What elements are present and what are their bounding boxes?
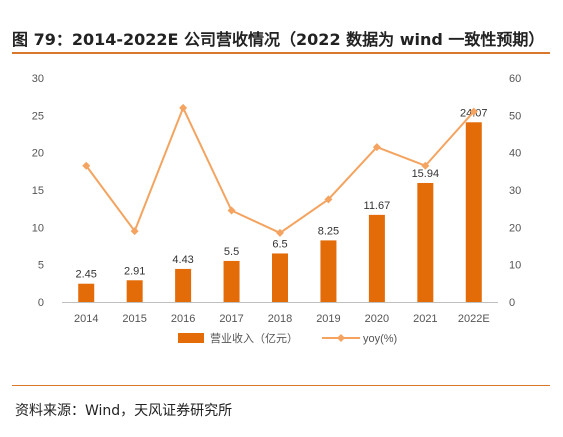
x-tick-label: 2018 — [268, 313, 292, 325]
x-tick-label: 2015 — [122, 313, 146, 325]
legend-bar-swatch — [178, 333, 204, 343]
revenue-bar — [417, 182, 434, 302]
right-axis: 0 10 20 30 40 50 60 — [509, 73, 521, 309]
yoy-point — [469, 107, 478, 116]
yoy-point — [179, 103, 188, 112]
yoy-point — [276, 228, 284, 237]
legend-line-label: yoy(%) — [363, 333, 397, 345]
bar-value-label: 15.94 — [412, 168, 440, 180]
figure-header: 图 79：2014-2022E 公司营收情况（2022 数据为 wind 一致性… — [0, 22, 563, 54]
revenue-bar — [223, 260, 240, 302]
chart-legend: 营业收入（亿元） yoy(%) — [178, 331, 397, 345]
yoy-point — [372, 143, 381, 152]
revenue-bar — [78, 283, 95, 302]
bar-value-label: 2.45 — [76, 269, 97, 281]
right-tick-label: 40 — [509, 148, 521, 160]
left-tick-label: 20 — [32, 148, 44, 160]
x-tick-label: 2021 — [413, 313, 437, 325]
right-tick-label: 10 — [509, 260, 521, 272]
right-tick-label: 30 — [509, 185, 521, 197]
x-tick-label: 2016 — [171, 313, 195, 325]
x-tick-label: 2020 — [365, 313, 389, 325]
right-tick-label: 0 — [509, 297, 515, 309]
yoy-point — [324, 195, 333, 204]
bar-value-label: 2.91 — [124, 265, 145, 277]
bar-value-label: 6.5 — [272, 238, 287, 250]
left-tick-label: 30 — [32, 73, 44, 85]
right-tick-label: 50 — [509, 110, 521, 122]
source-note: 资料来源：Wind，天风证券研究所 — [15, 403, 233, 419]
left-tick-label: 0 — [38, 297, 44, 309]
legend-bar-label: 营业收入（亿元） — [210, 331, 298, 345]
yoy-line-series — [82, 103, 478, 237]
x-tick-label: 2022E — [458, 313, 490, 325]
x-tick-label: 2014 — [74, 313, 98, 325]
bar-value-label: 4.43 — [172, 254, 193, 266]
revenue-bar — [368, 214, 385, 302]
bar-value-label: 5.5 — [224, 246, 239, 258]
revenue-bar — [465, 122, 482, 302]
x-tick-label: 2017 — [219, 313, 243, 325]
yoy-point — [227, 206, 236, 215]
x-axis: 2014 2015 2016 2017 2018 2019 2020 2021 2022E — [62, 302, 498, 325]
x-tick-label: 2019 — [316, 313, 340, 325]
left-axis: 0 5 10 15 20 25 30 — [32, 73, 44, 309]
bar-value-label: 8.25 — [318, 225, 339, 237]
left-tick-label: 25 — [32, 110, 44, 122]
left-tick-label: 5 — [38, 260, 44, 272]
bar-value-label: 11.67 — [364, 200, 391, 212]
yoy-point — [82, 161, 91, 170]
right-tick-label: 20 — [509, 222, 521, 234]
revenue-bar — [320, 240, 337, 302]
revenue-bar — [272, 253, 288, 302]
yoy-point — [130, 227, 139, 236]
revenue-bar — [175, 268, 192, 302]
legend-line-marker — [337, 334, 345, 342]
figure-title: 图 79：2014-2022E 公司营收情况（2022 数据为 wind 一致性… — [12, 30, 545, 49]
left-tick-label: 10 — [32, 222, 44, 234]
left-tick-label: 15 — [32, 185, 44, 197]
yoy-point — [421, 161, 430, 170]
title-divider — [12, 52, 550, 54]
bar-series — [78, 122, 482, 302]
revenue-bar — [126, 280, 143, 302]
footer-divider — [12, 385, 550, 386]
right-tick-label: 60 — [509, 73, 521, 85]
